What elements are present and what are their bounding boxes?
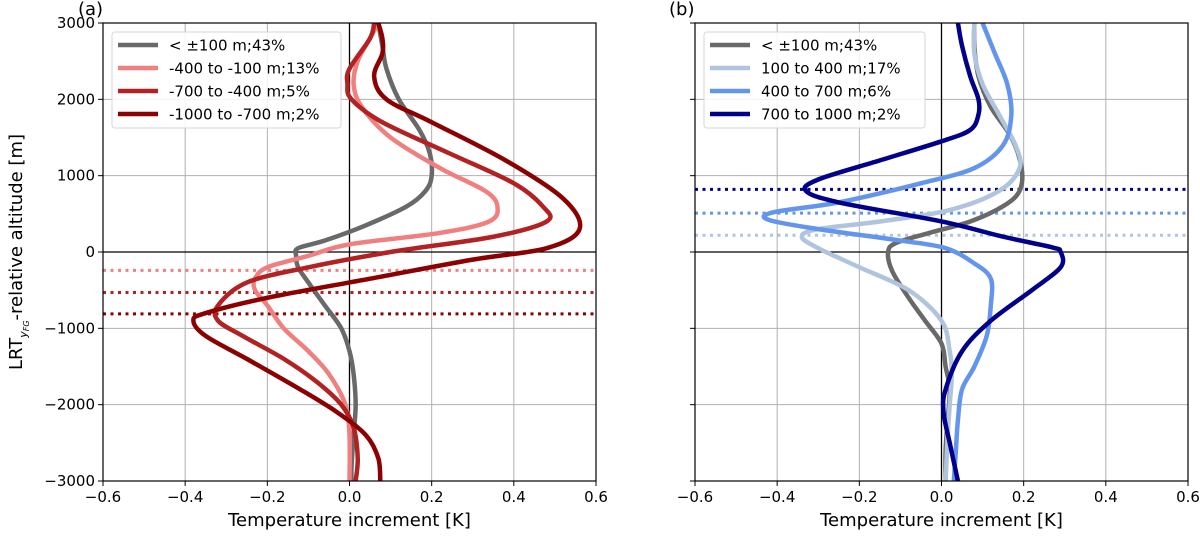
y-axis-label-subscript-fg: FG: [22, 320, 31, 331]
panel-a-y-axis-label: LRTyFG-relative altitude [m]: [6, 134, 31, 370]
panel-b-series-line-3: [802, 23, 1066, 481]
panel-a-x-tick-label: −0.2: [249, 488, 285, 506]
panel-b-legend-label: 100 to 400 m;17%: [761, 60, 901, 78]
panel-a-y-tick-label: 2000: [57, 90, 95, 108]
panel-b-legend: < ±100 m;43% 100 to 400 m;17% 400 to 700 m…: [703, 31, 926, 129]
panel-a-series-line-3: [191, 23, 583, 481]
panel-a-y-tick-label: −3000: [44, 472, 95, 490]
panel-a: (a) −0.6 −0.4 −0.2 0.0 0.2 0.4 0.6 −3000−2000−…: [6, 0, 608, 531]
panel-a-legend-label: -1000 to -700 m;2%: [169, 106, 319, 124]
panel-a-series-line-2: [212, 23, 553, 481]
panel-b-x-ticks: −0.6 −0.4 −0.2 0.0 0.2 0.4 0.6: [677, 481, 1200, 506]
panel-a-x-axis-label: Temperature increment [K]: [227, 510, 471, 531]
panel-a-x-ticks: −0.6 −0.4 −0.2 0.0 0.2 0.4 0.6: [85, 481, 608, 506]
panel-a-legend-box: [111, 31, 342, 129]
panel-a-series-line-0: [293, 23, 435, 481]
panel-b-x-axis-label: Temperature increment [K]: [819, 510, 1063, 531]
panel-a-legend-label: < ±100 m;43%: [169, 37, 285, 55]
panel-b-label: (b): [669, 0, 694, 20]
panel-a-y-tick-label: 1000: [57, 167, 95, 185]
panel-b-x-tick-label: 0.6: [1176, 488, 1200, 506]
panel-a-legend-label: -400 to -100 m;13%: [169, 60, 319, 78]
panel-a-legend-label: -700 to -400 m;5%: [169, 83, 310, 101]
panel-b-legend-label: < ±100 m;43%: [761, 37, 877, 55]
panel-a-x-tick-label: 0.2: [420, 488, 444, 506]
panel-a-x-tick-label: −0.6: [85, 488, 121, 506]
panel-a-x-tick-label: 0.4: [502, 488, 526, 506]
y-axis-label-suffix: -relative altitude [m]: [6, 134, 27, 320]
panel-a-y-tick-label: 3000: [57, 14, 95, 32]
panel-a-y-ticks: −3000 −2000 −1000 0 1000 2000 3000: [44, 14, 103, 490]
y-axis-label-main: LRT: [6, 337, 27, 370]
panel-a-y-tick-label: −2000: [44, 396, 95, 414]
panel-b-legend-box: [703, 31, 926, 129]
panel-a-x-tick-label: 0.6: [584, 488, 608, 506]
panel-b-y-ticks: [690, 22, 695, 482]
y-axis-label-subscript: y: [17, 331, 30, 339]
panel-b-x-tick-label: −0.4: [759, 488, 795, 506]
panel-b-x-tick-label: −0.2: [841, 488, 877, 506]
panel-b-series: [761, 23, 1066, 481]
panel-b-x-tick-label: −0.6: [677, 488, 713, 506]
panel-b-x-tick-label: 0.2: [1012, 488, 1036, 506]
panel-a-series: [191, 23, 583, 481]
panel-a-y-tick-label: −1000: [44, 319, 95, 337]
panel-a-y-tick-label: 0: [85, 243, 95, 261]
panel-b-legend-label: 700 to 1000 m;2%: [761, 106, 901, 124]
panel-a-legend: < ±100 m;43% -400 to -100 m;13% -700 to -4…: [111, 31, 342, 129]
panel-a-x-tick-label: 0.0: [338, 488, 362, 506]
panel-b: (b) −0.6 −0.4 −0.2 0.0 0.2 0.4 0.6 Temperature…: [669, 0, 1200, 531]
panel-b-legend-label: 400 to 700 m;6%: [761, 83, 891, 101]
panel-b-series-line-2: [761, 23, 1014, 481]
panel-b-x-tick-label: 0.4: [1094, 488, 1118, 506]
panel-b-x-tick-label: 0.0: [930, 488, 954, 506]
panel-a-series-line-1: [251, 23, 500, 481]
panel-a-x-tick-label: −0.4: [167, 488, 203, 506]
panel-a-label: (a): [78, 0, 103, 20]
